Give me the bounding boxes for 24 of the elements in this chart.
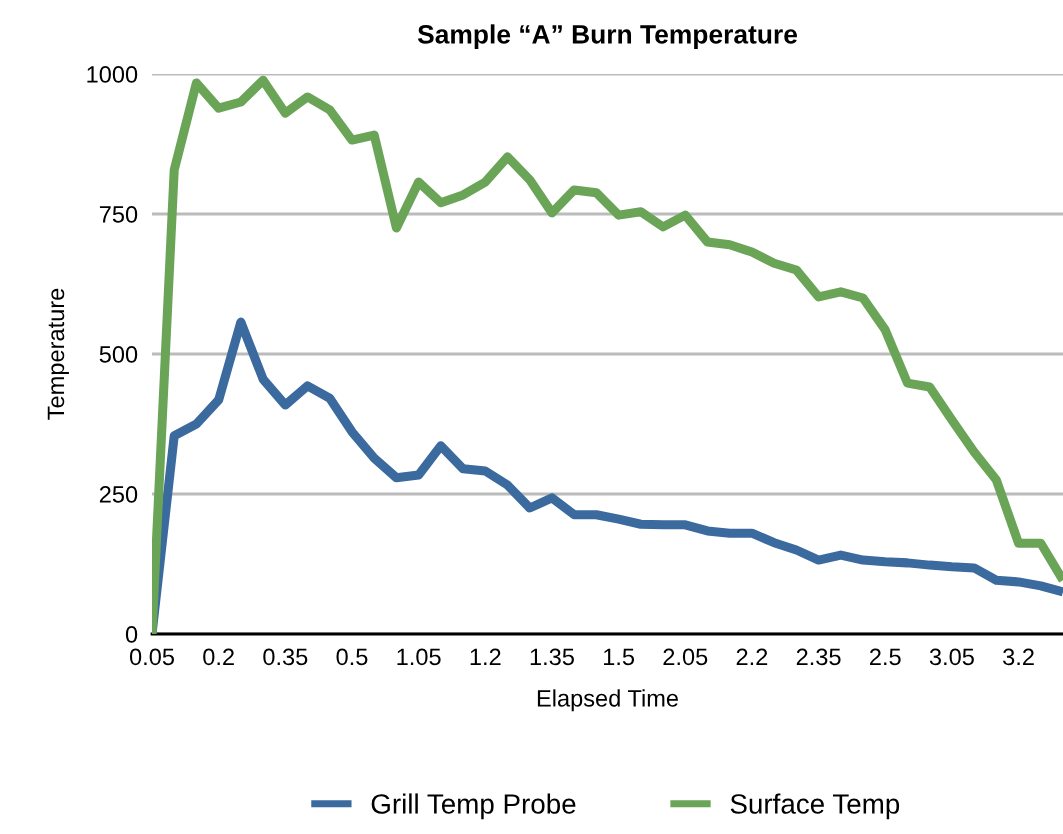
legend-label: Grill Temp Probe bbox=[371, 793, 576, 820]
x-tick-label: 1.2 bbox=[470, 648, 501, 665]
x-tick-label: 1.35 bbox=[530, 648, 574, 666]
x-tick-label: 0.05 bbox=[129, 648, 174, 666]
x-axis-title: Elapsed Time bbox=[537, 689, 678, 712]
y-tick-label: 250 bbox=[99, 486, 138, 503]
legend-label: Surface Temp bbox=[730, 793, 900, 820]
y-tick-label: 500 bbox=[99, 346, 138, 363]
x-tick-label: 0.2 bbox=[203, 648, 234, 666]
chart-title: Sample “A” Burn Temperature bbox=[417, 24, 797, 49]
y-tick-label: 1000 bbox=[87, 66, 138, 83]
x-tick-label: 2.5 bbox=[870, 648, 901, 666]
x-tick-label: 1.5 bbox=[604, 648, 635, 666]
x-tick-label: 2.35 bbox=[796, 648, 841, 666]
x-tick-label: 2.2 bbox=[736, 648, 768, 665]
x-tick-label: 3.2 bbox=[1003, 648, 1034, 666]
y-tick-label: 0 bbox=[125, 626, 138, 643]
x-tick-label: 3.05 bbox=[929, 648, 974, 666]
x-tick-label: 0.5 bbox=[336, 648, 368, 666]
y-tick-label: 750 bbox=[99, 206, 138, 223]
x-tick-label: 0.35 bbox=[263, 648, 308, 666]
x-tick-label: 2.05 bbox=[663, 648, 708, 666]
y-axis-title: Temperature bbox=[47, 288, 69, 420]
x-tick-label: 1.05 bbox=[397, 648, 441, 666]
